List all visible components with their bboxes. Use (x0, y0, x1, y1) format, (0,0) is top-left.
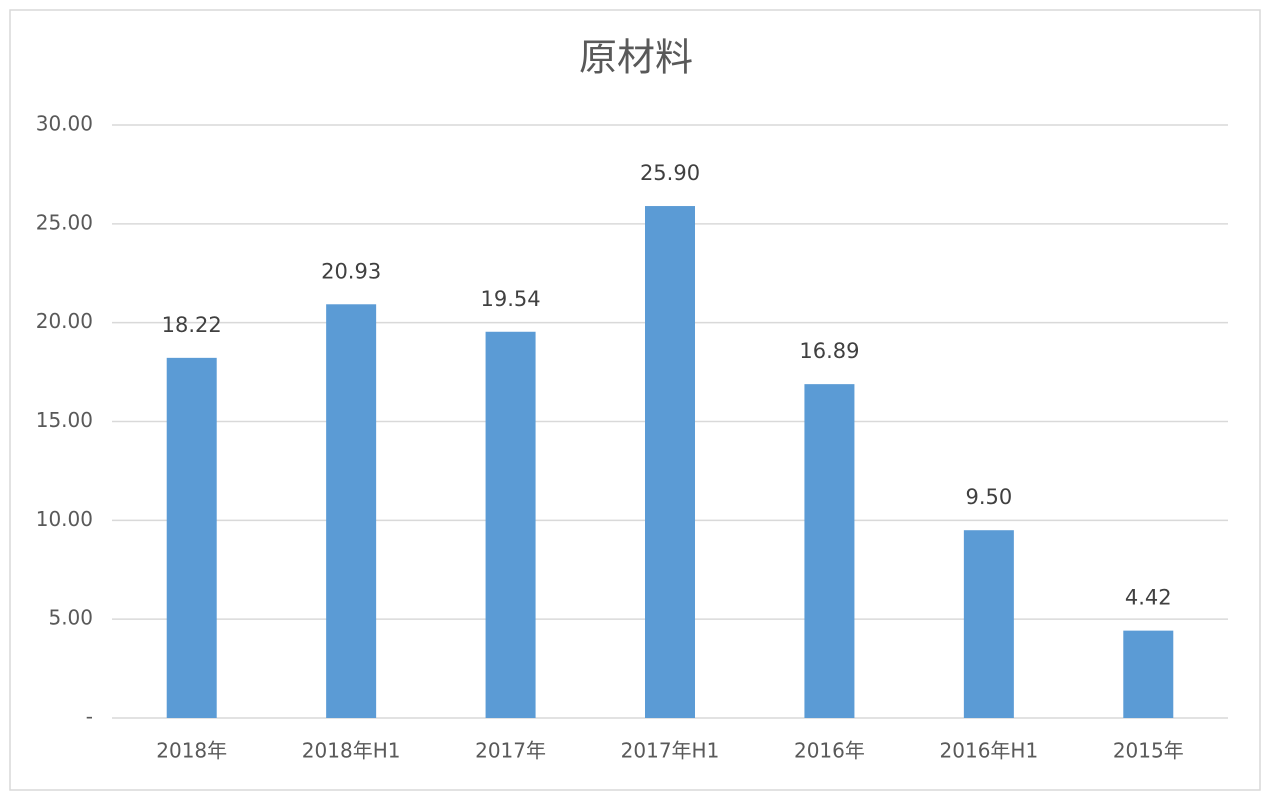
y-tick-label: 10.00 (36, 507, 93, 531)
bar (166, 357, 217, 718)
y-tick-label: 5.00 (48, 606, 93, 630)
value-label: 16.89 (799, 339, 859, 363)
value-label: 9.50 (965, 485, 1012, 509)
value-label: 4.42 (1125, 586, 1172, 610)
x-tick-label: 2017年 (475, 739, 546, 763)
chart-title: 原材料 (579, 36, 693, 80)
x-tick-label: 2018年H1 (302, 739, 401, 763)
bar (645, 206, 695, 718)
y-tick-label: 20.00 (36, 309, 93, 333)
y-tick-label: - (86, 705, 93, 729)
bar (1123, 630, 1174, 718)
x-tick-label: 2016年 (794, 739, 865, 763)
bar (804, 384, 855, 718)
x-tick-label: 2018年 (156, 739, 227, 763)
value-label: 25.90 (640, 161, 700, 185)
x-tick-label: 2017年H1 (621, 739, 720, 763)
chart-border (9, 9, 1261, 791)
y-tick-label: 30.00 (36, 112, 93, 136)
bar (485, 331, 536, 718)
y-tick-label: 25.00 (36, 210, 93, 234)
bar (326, 304, 377, 718)
value-label: 20.93 (321, 259, 381, 283)
x-tick-label: 2016年H1 (940, 739, 1039, 763)
x-tick-label: 2015年 (1113, 739, 1184, 763)
value-label: 18.22 (162, 313, 222, 337)
value-label: 19.54 (481, 287, 541, 311)
bar (963, 530, 1014, 718)
y-tick-label: 15.00 (36, 408, 93, 432)
